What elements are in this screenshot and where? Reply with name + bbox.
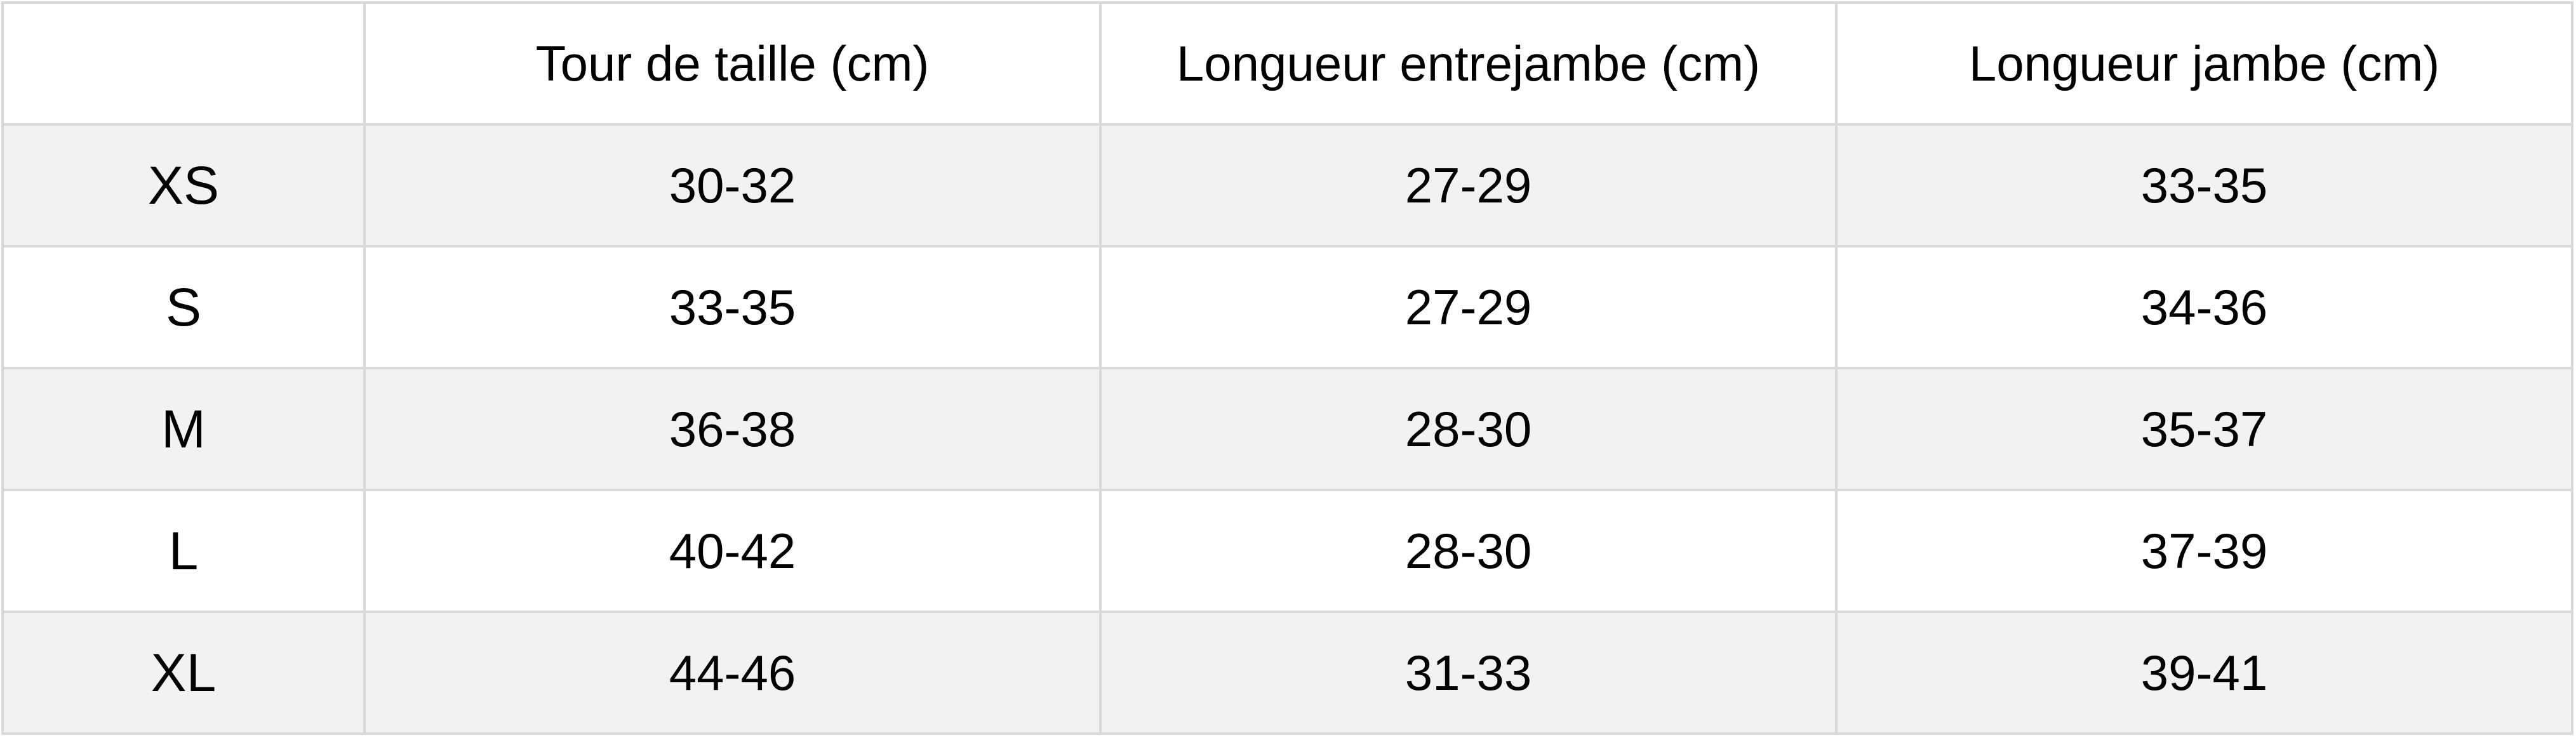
- size-cell: M: [1, 367, 366, 491]
- inseam-cell: 27-29: [1099, 123, 1838, 248]
- header-leg: Longueur jambe (cm): [1835, 1, 2573, 126]
- leg-cell: 35-37: [1835, 367, 2573, 491]
- header-waist: Tour de taille (cm): [363, 1, 1102, 126]
- waist-cell: 44-46: [363, 611, 1102, 735]
- table-row: S 33-35 27-29 34-36: [1, 245, 2573, 369]
- table-row: XS 30-32 27-29 33-35: [1, 123, 2573, 248]
- size-cell: S: [1, 245, 366, 369]
- header-row: Tour de taille (cm) Longueur entrejambe …: [1, 1, 2573, 126]
- inseam-cell: 28-30: [1099, 489, 1838, 613]
- size-cell: XS: [1, 123, 366, 248]
- inseam-cell: 28-30: [1099, 367, 1838, 491]
- table-row: XL 44-46 31-33 39-41: [1, 611, 2573, 735]
- waist-cell: 33-35: [363, 245, 1102, 369]
- size-cell: L: [1, 489, 366, 613]
- leg-cell: 33-35: [1835, 123, 2573, 248]
- table-row: L 40-42 28-30 37-39: [1, 489, 2573, 613]
- leg-cell: 39-41: [1835, 611, 2573, 735]
- header-size: [1, 1, 366, 126]
- table-row: M 36-38 28-30 35-37: [1, 367, 2573, 491]
- waist-cell: 36-38: [363, 367, 1102, 491]
- leg-cell: 34-36: [1835, 245, 2573, 369]
- waist-cell: 30-32: [363, 123, 1102, 248]
- inseam-cell: 31-33: [1099, 611, 1838, 735]
- leg-cell: 37-39: [1835, 489, 2573, 613]
- waist-cell: 40-42: [363, 489, 1102, 613]
- header-inseam: Longueur entrejambe (cm): [1099, 1, 1838, 126]
- inseam-cell: 27-29: [1099, 245, 1838, 369]
- size-cell: XL: [1, 611, 366, 735]
